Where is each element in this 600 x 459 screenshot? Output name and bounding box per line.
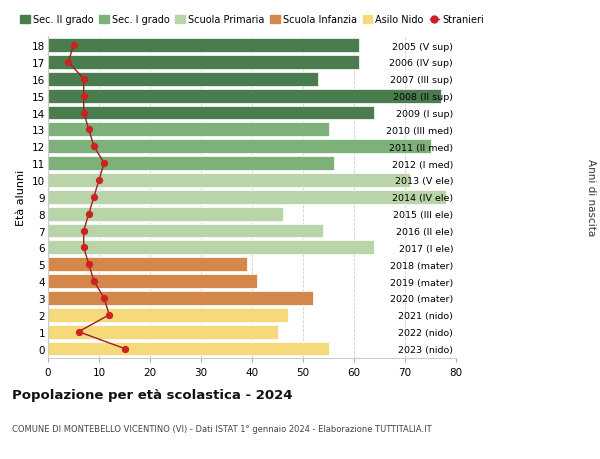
Point bbox=[79, 244, 89, 252]
Bar bbox=[48, 241, 374, 255]
Text: Anni di nascita: Anni di nascita bbox=[586, 159, 596, 236]
Point bbox=[104, 312, 114, 319]
Point bbox=[84, 126, 94, 134]
Point bbox=[74, 328, 83, 336]
Point bbox=[100, 160, 109, 168]
Point bbox=[100, 295, 109, 302]
Point bbox=[79, 110, 89, 117]
Point bbox=[89, 143, 99, 151]
Bar bbox=[48, 308, 288, 322]
Bar bbox=[48, 325, 277, 339]
Point bbox=[84, 261, 94, 269]
Bar bbox=[48, 39, 359, 53]
Point bbox=[120, 345, 130, 353]
Bar bbox=[48, 73, 319, 86]
Point bbox=[79, 227, 89, 235]
Y-axis label: Età alunni: Età alunni bbox=[16, 169, 26, 225]
Bar bbox=[48, 342, 329, 356]
Point bbox=[89, 194, 99, 201]
Point bbox=[64, 59, 73, 67]
Bar bbox=[48, 190, 446, 204]
Point bbox=[89, 278, 99, 285]
Bar bbox=[48, 274, 257, 288]
Point bbox=[94, 177, 104, 184]
Legend: Sec. II grado, Sec. I grado, Scuola Primaria, Scuola Infanzia, Asilo Nido, Stran: Sec. II grado, Sec. I grado, Scuola Prim… bbox=[20, 16, 484, 25]
Bar bbox=[48, 123, 329, 137]
Bar bbox=[48, 258, 247, 272]
Bar bbox=[48, 174, 410, 187]
Point bbox=[79, 76, 89, 83]
Text: COMUNE DI MONTEBELLO VICENTINO (VI) - Dati ISTAT 1° gennaio 2024 - Elaborazione : COMUNE DI MONTEBELLO VICENTINO (VI) - Da… bbox=[12, 425, 431, 434]
Bar bbox=[48, 291, 313, 305]
Point bbox=[84, 211, 94, 218]
Bar bbox=[48, 157, 334, 171]
Bar bbox=[48, 56, 359, 70]
Point bbox=[79, 93, 89, 100]
Bar bbox=[48, 224, 323, 238]
Bar bbox=[48, 90, 441, 103]
Point bbox=[69, 42, 78, 50]
Bar bbox=[48, 106, 374, 120]
Bar bbox=[48, 207, 283, 221]
Bar bbox=[48, 140, 431, 154]
Text: Popolazione per età scolastica - 2024: Popolazione per età scolastica - 2024 bbox=[12, 388, 293, 401]
